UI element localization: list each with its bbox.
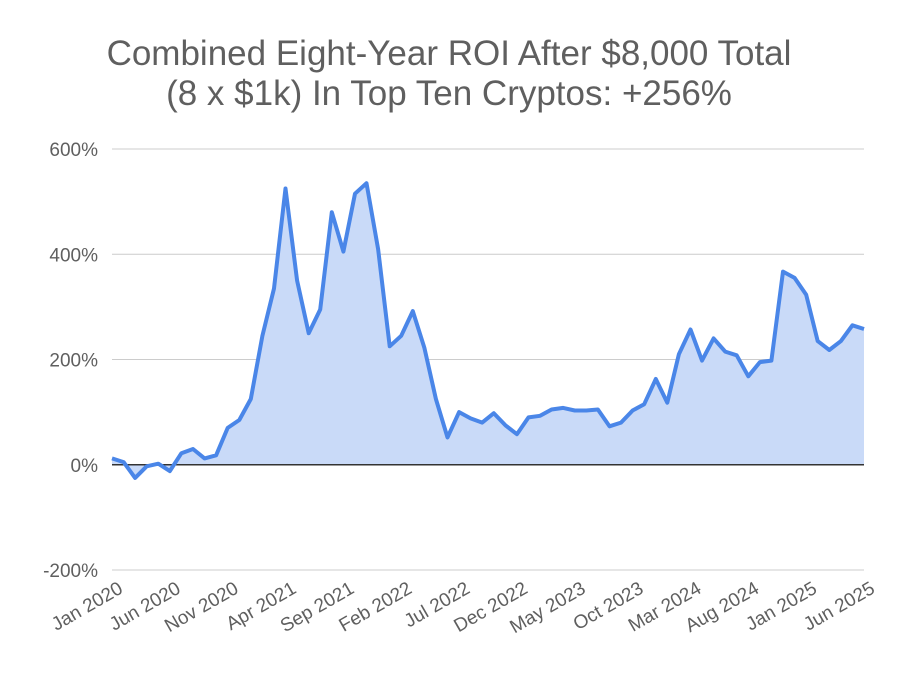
- y-tick-label: 0%: [71, 456, 99, 477]
- y-tick-label: 200%: [49, 351, 98, 372]
- chart-title-line-1: Combined Eight-Year ROI After $8,000 Tot…: [107, 34, 792, 73]
- series-area-fill: [112, 183, 864, 478]
- y-tick-label: 600%: [49, 140, 98, 161]
- y-tick-label: -200%: [43, 561, 98, 582]
- y-tick-label: 400%: [49, 245, 98, 266]
- series-line: [111, 181, 865, 480]
- chart-title-line-2: (8 x $1k) In Top Ten Cryptos: +256%: [166, 74, 732, 113]
- y-axis-tick-labels: -200% 0% 200% 400% 600%: [43, 140, 98, 582]
- gridlines: [112, 148, 864, 571]
